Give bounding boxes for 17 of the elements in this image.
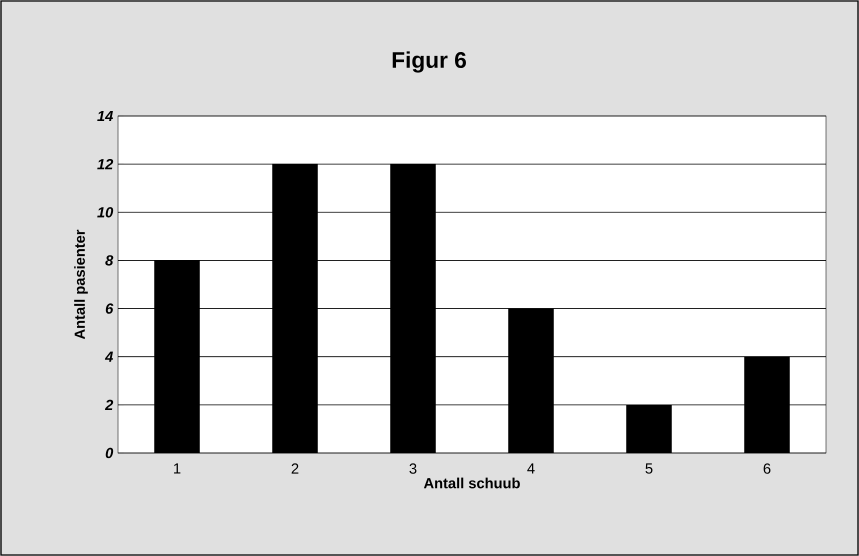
y-tick-label: 12	[97, 159, 114, 170]
chart-title: Figur 6	[392, 51, 466, 73]
y-tick-label: 14	[97, 110, 114, 122]
y-tick-label: 10	[97, 207, 114, 218]
x-tick-label: 3	[409, 463, 416, 474]
x-tick-label: 5	[646, 463, 652, 474]
x-axis-title: Antall schuub	[424, 478, 520, 488]
x-tick-label: 1	[174, 463, 180, 474]
x-tick-label: 4	[527, 463, 535, 474]
y-tick-label: 2	[104, 400, 114, 410]
y-tick-label: 8	[105, 255, 114, 266]
x-tick-label: 2	[292, 463, 298, 474]
y-tick-label: 6	[106, 303, 114, 314]
y-axis-title: Antall pasienter	[74, 230, 88, 340]
x-tick-label: 6	[764, 463, 770, 474]
y-tick-label: 0	[106, 448, 114, 458]
y-tick-label: 4	[104, 352, 114, 362]
